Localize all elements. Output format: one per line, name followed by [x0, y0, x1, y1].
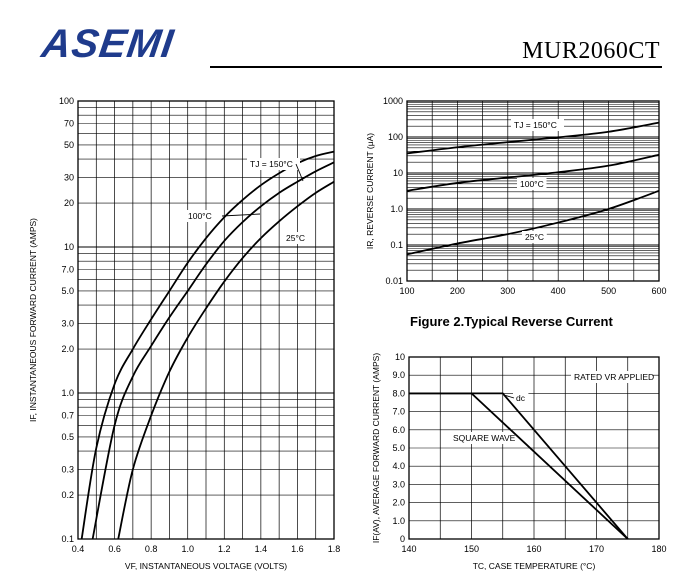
annotation-leader — [295, 163, 304, 182]
y-tick-label: 1.0 — [61, 388, 74, 398]
y-tick-label: 7.0 — [61, 265, 74, 275]
annotation-label: TJ = 150°C — [514, 120, 557, 130]
chart-forward-current: 0.4 0.6 0.8 1.0 1.2 1.4 1.6 1.8 0.1 0.2 0.3 0.5 0.7 1… — [28, 96, 340, 571]
annotation-label: SQUARE WAVE — [453, 433, 516, 443]
y-tick-label: 6.0 — [392, 425, 405, 435]
x-tick-label: 200 — [450, 286, 465, 296]
annotation-label: 100°C — [188, 211, 212, 221]
series-line-0 — [80, 150, 335, 540]
y-tick-label: 1000 — [383, 96, 403, 106]
x-tick-label: 400 — [551, 286, 566, 296]
annotation-bg — [511, 119, 564, 131]
x-tick-label: 180 — [651, 544, 666, 554]
y-tick-label: 7.0 — [392, 407, 405, 417]
annotation-leader — [503, 394, 515, 399]
y-tick-label: 9.0 — [392, 370, 405, 380]
annotation-bg — [247, 158, 300, 170]
x-tick-label: 150 — [464, 544, 479, 554]
series-line-1 — [91, 161, 335, 540]
y-tick-label: 20 — [64, 198, 74, 208]
x-axis-title: VF, INSTANTANEOUS VOLTAGE (VOLTS) — [125, 561, 287, 571]
y-tick-label: 10 — [64, 242, 74, 252]
x-tick-label: 1.6 — [291, 544, 304, 554]
annotation-bg — [517, 178, 547, 190]
y-tick-label: 0.01 — [385, 276, 403, 286]
y-tick-label: 8.0 — [392, 388, 405, 398]
y-tick-label: 0.7 — [61, 411, 74, 421]
y-tick-label: 2.0 — [61, 344, 74, 354]
y-axis-title: IF, INSTANTANEOUS FORWARD CURRENT (AMPS) — [28, 218, 38, 422]
y-tick-label: 5.0 — [61, 286, 74, 296]
plot-frame — [408, 356, 660, 540]
annotation-leader — [221, 213, 261, 217]
y-tick-label: 70 — [64, 119, 74, 129]
y-tick-label: 0.1 — [61, 534, 74, 544]
series-line-0 — [406, 121, 660, 155]
series-line-2 — [117, 180, 335, 540]
x-tick-label: 170 — [589, 544, 604, 554]
y-tick-label: 3.0 — [61, 318, 74, 328]
x-tick-label: 1.4 — [255, 544, 268, 554]
plot-frame — [77, 100, 335, 540]
annotation-label: RATED VR APPLIED — [574, 372, 654, 382]
x-tick-label: 100 — [399, 286, 414, 296]
y-tick-label: 100 — [59, 96, 74, 106]
y-tick-label: 3.0 — [392, 479, 405, 489]
y-tick-label: 0 — [400, 534, 405, 544]
series-line-1 — [409, 392, 629, 540]
header-rule — [210, 66, 662, 68]
y-tick-label: 0.5 — [61, 432, 74, 442]
x-tick-label: 300 — [500, 286, 515, 296]
series-line-1 — [406, 153, 660, 192]
y-tick-label: 30 — [64, 172, 74, 182]
part-number: MUR2060CT — [522, 38, 660, 64]
annotation-bg — [185, 210, 215, 222]
annotation-bg — [513, 392, 529, 404]
y-tick-label: 0.1 — [390, 240, 403, 250]
y-tick-label: 5.0 — [392, 443, 405, 453]
y-tick-label: 2.0 — [392, 498, 405, 508]
y-axis-title: IF(AV), AVERAGE FORWARD CURRENT (AMPS) — [371, 353, 381, 543]
y-tick-label: 1.0 — [392, 516, 405, 526]
x-axis-title: TC, CASE TEMPERATURE (°C) — [473, 561, 596, 571]
x-tick-label: 1.2 — [218, 544, 231, 554]
annotation-bg — [571, 371, 653, 383]
x-tick-label: 140 — [401, 544, 416, 554]
annotation-label: 100°C — [520, 179, 544, 189]
y-tick-label: 1.0 — [390, 204, 403, 214]
figure-2-title: Figure 2.Typical Reverse Current — [410, 314, 613, 329]
annotation-label: 25°C — [286, 233, 305, 243]
y-tick-label: 0.3 — [61, 464, 74, 474]
x-tick-label: 160 — [526, 544, 541, 554]
y-tick-label: 4.0 — [392, 461, 405, 471]
chart-derating: 140 150 160 170 180 0 1.0 2.0 3.0 4.0 5.0 6.0 7.0 8.0… — [371, 352, 667, 571]
x-tick-label: 1.0 — [181, 544, 194, 554]
y-tick-label: 0.2 — [61, 490, 74, 500]
y-tick-label: 10 — [393, 168, 403, 178]
annotation-bg — [450, 432, 508, 444]
annotation-label: 25°C — [525, 232, 544, 242]
x-tick-label: 0.8 — [145, 544, 158, 554]
y-tick-label: 50 — [64, 140, 74, 150]
annotation-label: TJ = 150°C — [250, 159, 293, 169]
x-tick-label: 0.4 — [72, 544, 85, 554]
x-tick-label: 600 — [651, 286, 666, 296]
y-tick-label: 10 — [395, 352, 405, 362]
x-tick-label: 1.8 — [328, 544, 341, 554]
series-line-2 — [406, 189, 660, 256]
annotation-bg — [522, 231, 547, 243]
chart-reverse-current: 100 200 300 400 500 600 0.01 0.1 1.0 10 100 1000 IR,… — [365, 96, 667, 296]
y-tick-label: 100 — [388, 132, 403, 142]
y-axis-title: IR, REVERSE CURRENT (μA) — [365, 133, 375, 249]
x-tick-label: 500 — [601, 286, 616, 296]
x-tick-label: 0.6 — [108, 544, 121, 554]
annotation-label: dc — [516, 393, 526, 403]
annotation-bg — [283, 232, 308, 244]
